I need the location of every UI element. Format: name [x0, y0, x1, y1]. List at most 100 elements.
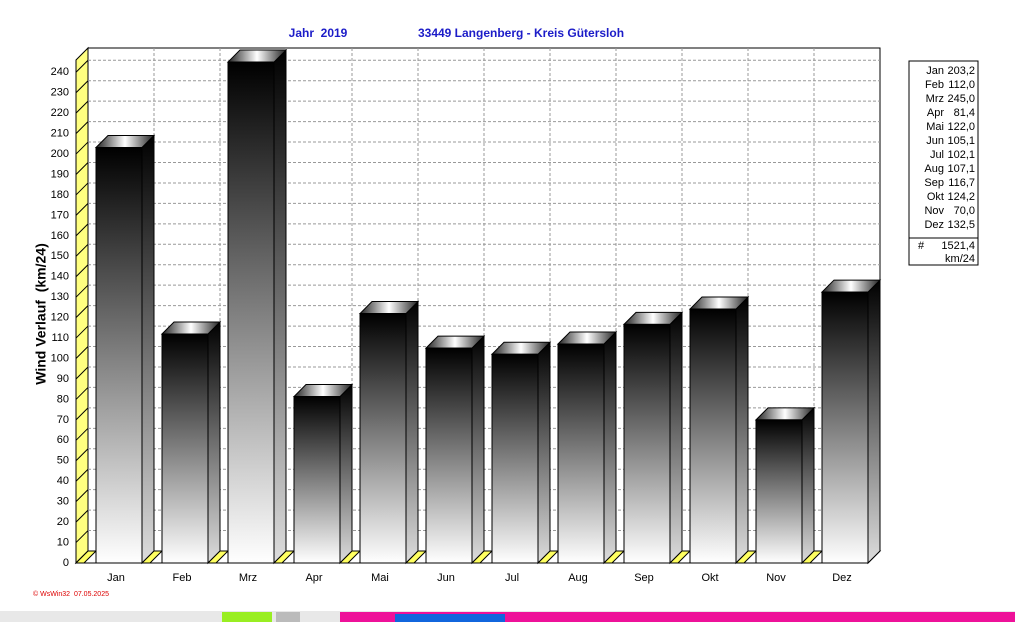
legend-value: 124,2: [947, 191, 975, 203]
wall-grid-line: [75, 141, 89, 155]
y-tick-label: 110: [51, 332, 69, 344]
bar: [821, 291, 869, 564]
y-tick-label: 160: [51, 230, 69, 242]
y-tick-label: 70: [57, 414, 69, 426]
bottom-strip: [0, 611, 1015, 622]
chart-subtitle: 33449 Langenberg - Kreis Gütersloh: [418, 26, 624, 40]
x-tick-label: Jun: [437, 572, 455, 584]
legend-label: Okt: [927, 191, 944, 203]
y-tick-label: 230: [51, 87, 69, 99]
bar-side: [669, 311, 683, 565]
y-tick-label: 210: [51, 128, 69, 140]
wall-grid-line: [75, 80, 89, 94]
x-tick-label: Aug: [568, 572, 588, 584]
legend-label: Mai: [926, 121, 944, 133]
legend-value: 70,0: [954, 205, 975, 217]
y-tick-label: 170: [51, 209, 69, 221]
bar: [425, 347, 473, 564]
y-axis-label: Wind Verlauf (km/24): [33, 243, 49, 384]
legend-total: 1521,4: [941, 240, 975, 252]
legend-label: Dez: [924, 219, 944, 231]
wall-grid-line: [75, 366, 89, 380]
wall-grid-line: [75, 264, 89, 278]
wall-grid-line: [75, 325, 89, 339]
x-tick-label: Feb: [173, 572, 192, 584]
legend-label: Sep: [924, 177, 944, 189]
wall-grid-line: [75, 489, 89, 503]
bar-side: [801, 406, 815, 565]
legend-value: 245,0: [947, 93, 975, 105]
legend-value: 105,1: [947, 135, 975, 147]
wall-grid-line: [75, 407, 89, 421]
bar-side: [141, 134, 155, 565]
bar-side: [207, 320, 221, 565]
legend-value: 112,0: [948, 79, 975, 91]
legend-label: Jun: [926, 135, 944, 147]
y-tick-label: 60: [57, 434, 69, 446]
x-tick-label: Apr: [305, 572, 322, 584]
legend-label: Jul: [930, 149, 944, 161]
bar-side: [867, 278, 881, 565]
legend-total-symbol: #: [918, 240, 925, 252]
y-tick-label: 240: [51, 66, 69, 78]
bar: [227, 61, 275, 564]
bar: [689, 308, 737, 564]
chart-title: Jahr 2019: [289, 26, 348, 40]
wall-grid-line: [75, 100, 89, 114]
strip-blue: [395, 614, 505, 622]
wall-grid-line: [75, 346, 89, 359]
bar-side: [735, 295, 749, 565]
y-tick-label: 200: [51, 148, 69, 160]
bar-side: [405, 300, 419, 565]
bar-side: [339, 383, 353, 565]
x-tick-label: Jan: [107, 572, 125, 584]
y-tick-label: 140: [51, 271, 69, 283]
legend-value: 102,1: [947, 149, 975, 161]
y-tick-label: 30: [57, 496, 69, 508]
legend-value: 203,2: [947, 65, 975, 77]
wall-grid-line: [75, 387, 89, 400]
y-tick-label: 190: [51, 168, 69, 180]
bar: [359, 313, 407, 564]
x-tick-label: Mrz: [239, 572, 257, 584]
footer: © WsWin32 07.05.2025: [33, 590, 109, 598]
y-tick-label: 90: [57, 373, 69, 385]
legend-label: Apr: [927, 107, 944, 119]
bar-side: [471, 334, 485, 565]
left-wall: [75, 46, 89, 565]
bar: [755, 419, 803, 564]
legend-label: Nov: [924, 205, 944, 217]
wall-grid-line: [75, 448, 89, 462]
y-tick-label: 0: [63, 557, 69, 569]
legend-label: Aug: [924, 163, 944, 175]
wall-grid-line: [75, 509, 89, 523]
bar: [491, 353, 539, 564]
y-tick-label: 130: [51, 291, 69, 303]
y-tick-label: 80: [57, 393, 69, 405]
legend-value: 122,0: [947, 121, 975, 133]
legend-label: Jan: [926, 65, 944, 77]
wall-grid-line: [75, 468, 89, 482]
x-tick-label: Nov: [766, 572, 786, 584]
legend-unit: km/24: [945, 253, 975, 265]
y-tick-label: 180: [51, 189, 69, 201]
x-tick-label: Mai: [371, 572, 389, 584]
bar: [557, 343, 605, 564]
y-tick-label: 10: [57, 536, 69, 548]
x-tick-label: Sep: [634, 572, 654, 584]
wall-grid-line: [75, 427, 89, 441]
wall-grid-line: [75, 203, 89, 216]
wall-grid-line: [75, 162, 89, 175]
legend-label: Feb: [925, 79, 944, 91]
strip-gray: [276, 612, 300, 622]
bar-side: [603, 330, 617, 565]
wall-grid-line: [75, 305, 89, 318]
bar: [293, 396, 341, 564]
bar-side: [537, 341, 551, 565]
wall-grid-line: [75, 59, 89, 73]
y-tick-label: 40: [57, 475, 69, 487]
wall-grid-line: [75, 182, 89, 196]
strip-green: [222, 612, 272, 622]
y-tick-label: 50: [57, 455, 69, 467]
